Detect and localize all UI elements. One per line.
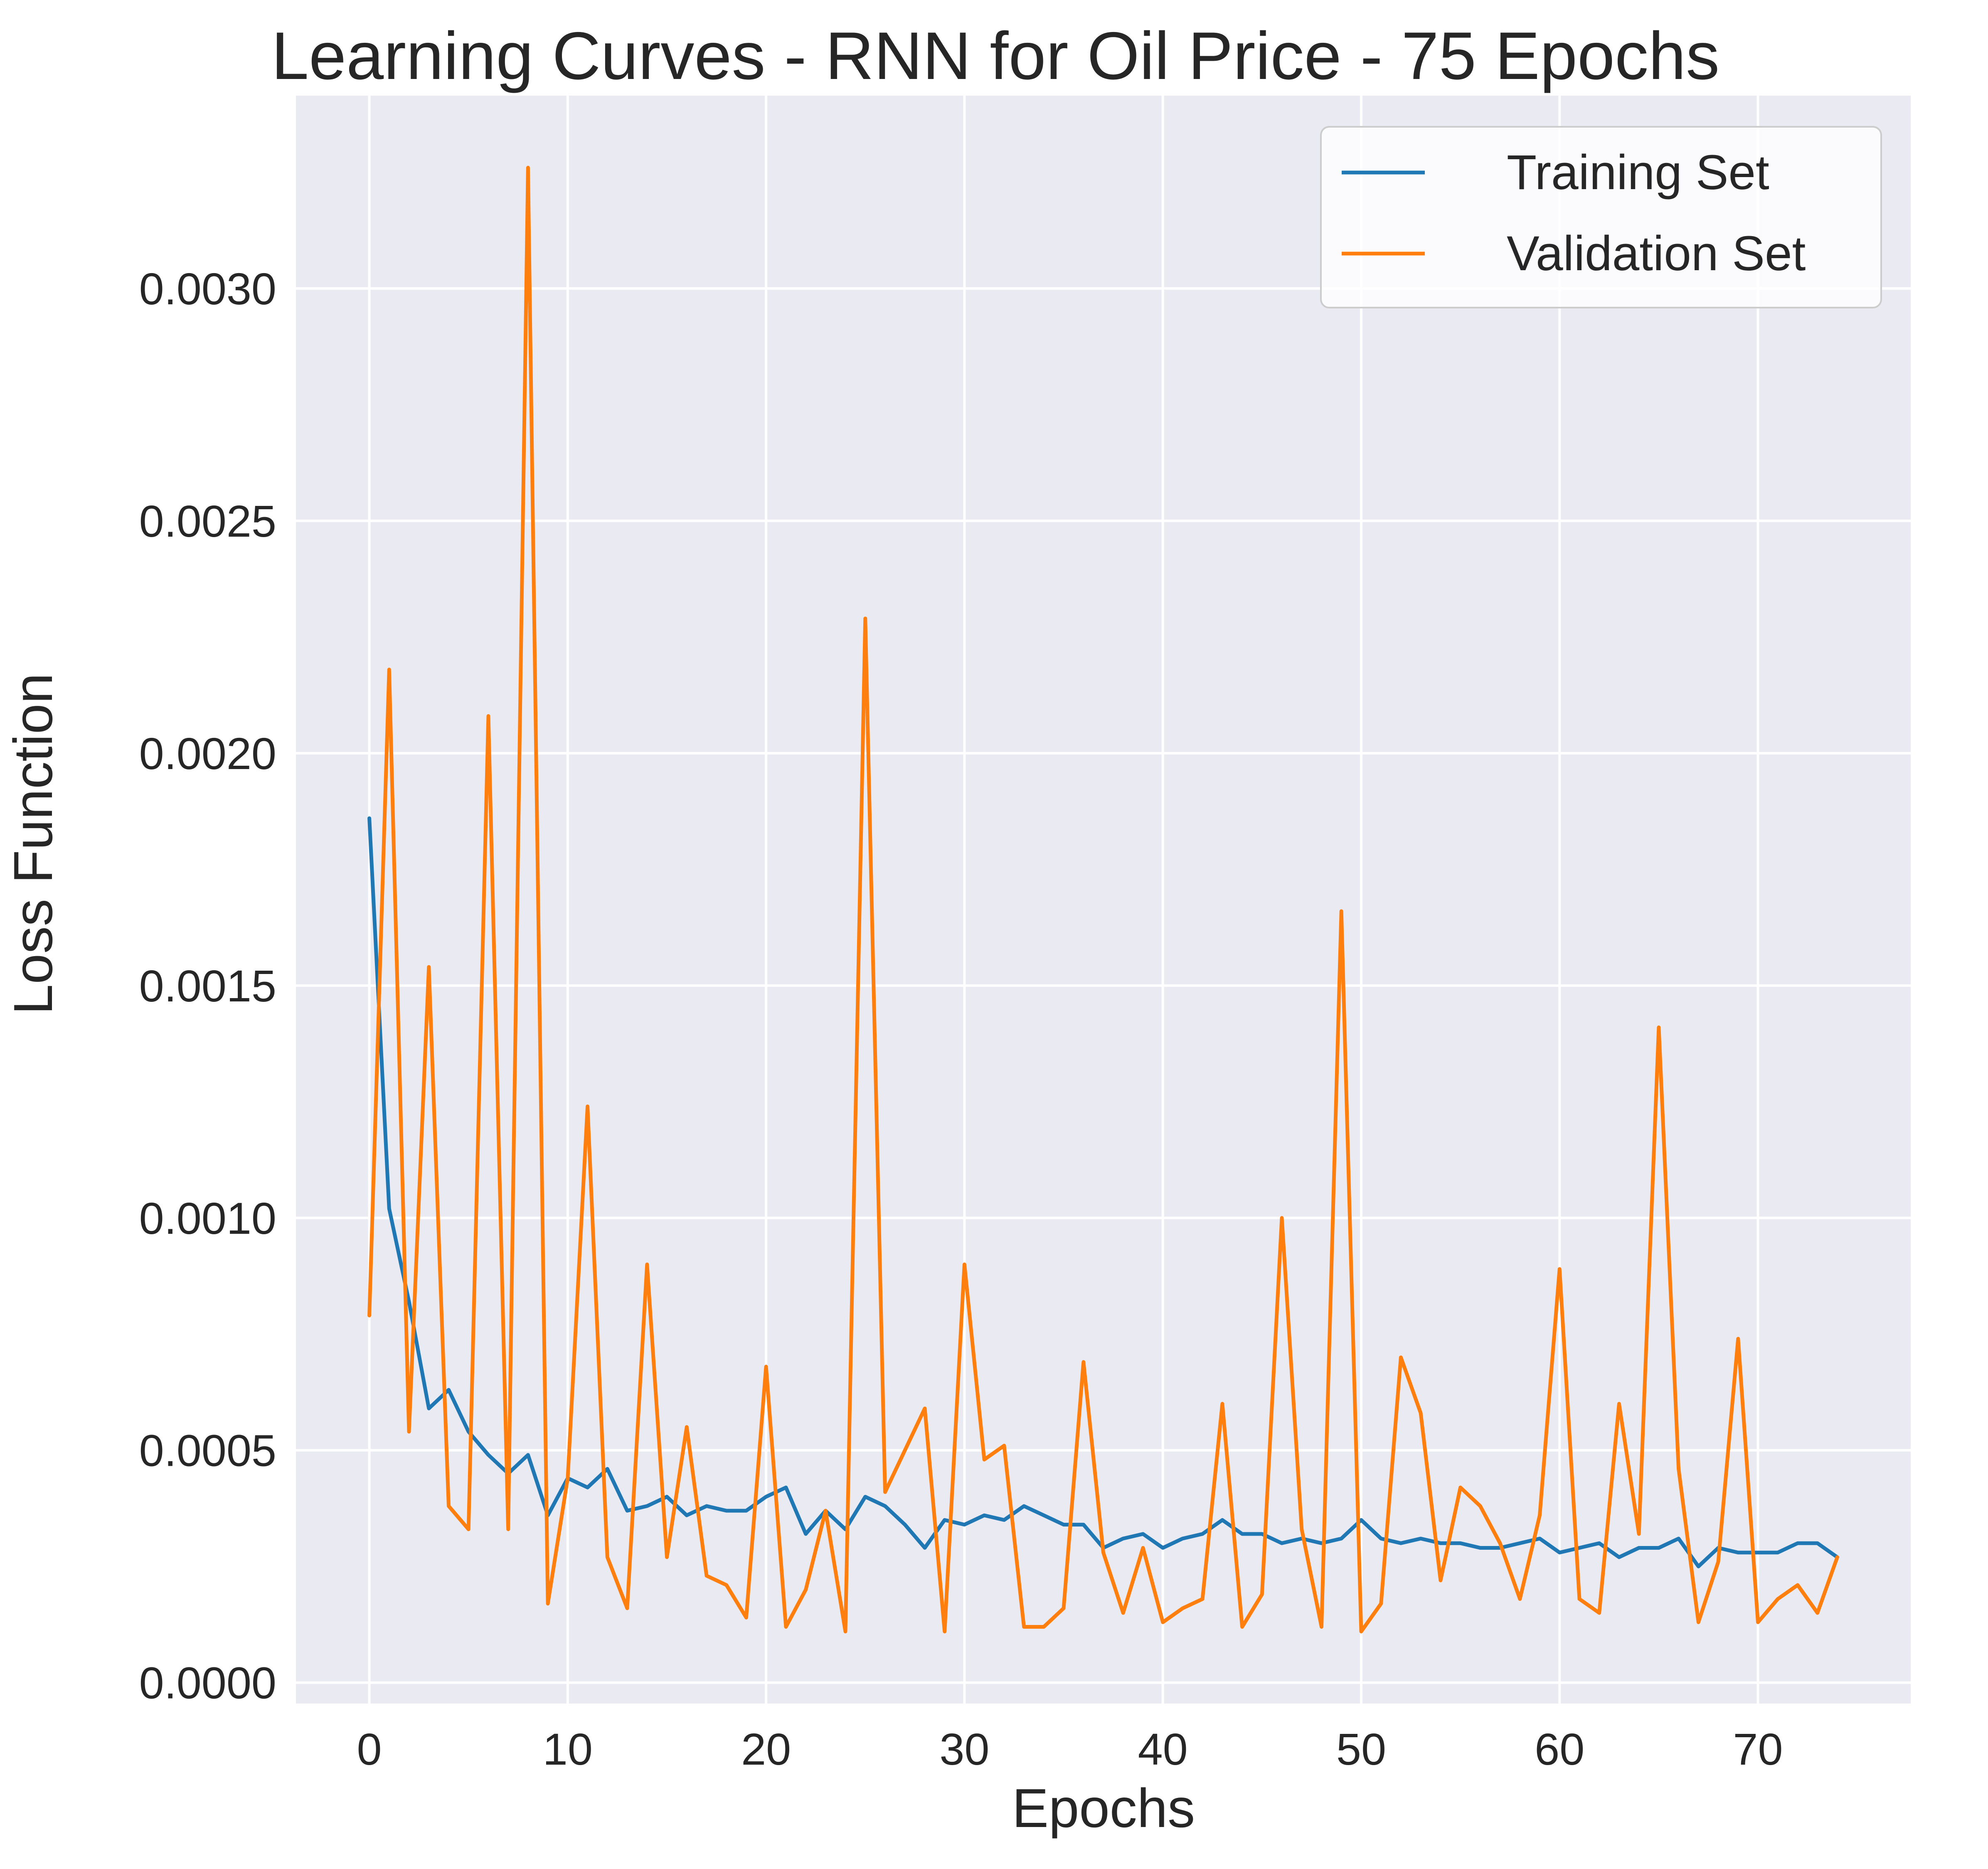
x-tick-label: 50 xyxy=(1336,1724,1386,1774)
series-lines xyxy=(367,165,1839,1634)
y-tick-label: 0.0010 xyxy=(139,1193,276,1243)
y-tick-label: 0.0005 xyxy=(139,1425,276,1476)
y-tick-label: 0.0030 xyxy=(139,264,276,314)
legend: Training Set Validation Set xyxy=(1320,126,1882,308)
legend-box xyxy=(1320,126,1882,308)
x-tick-label: 10 xyxy=(543,1724,593,1774)
validation-set-line xyxy=(367,165,1839,1634)
y-tick-label: 0.0020 xyxy=(139,728,276,779)
x-tick-label: 20 xyxy=(741,1724,791,1774)
x-tick-label: 60 xyxy=(1535,1724,1584,1774)
y-axis-label: Loss Function xyxy=(2,673,64,1015)
y-tick-label: 0.0015 xyxy=(139,961,276,1011)
legend-label-training: Training Set xyxy=(1507,145,1769,200)
x-tick-label: 30 xyxy=(939,1724,989,1774)
x-axis-label: Epochs xyxy=(1012,1778,1195,1839)
chart-title: Learning Curves - RNN for Oil Price - 75… xyxy=(271,18,1719,94)
y-tick-label: 0.0025 xyxy=(139,496,276,546)
x-tick-label: 40 xyxy=(1138,1724,1188,1774)
x-tick-label: 0 xyxy=(357,1724,382,1774)
tick-labels: 0 10 20 30 40 50 60 70 0.0000 0.0005 0.0010 0.0015 0… xyxy=(139,264,1783,1774)
x-tick-label: 70 xyxy=(1733,1724,1783,1774)
y-tick-label: 0.0000 xyxy=(139,1658,276,1708)
legend-label-validation: Validation Set xyxy=(1507,226,1806,281)
